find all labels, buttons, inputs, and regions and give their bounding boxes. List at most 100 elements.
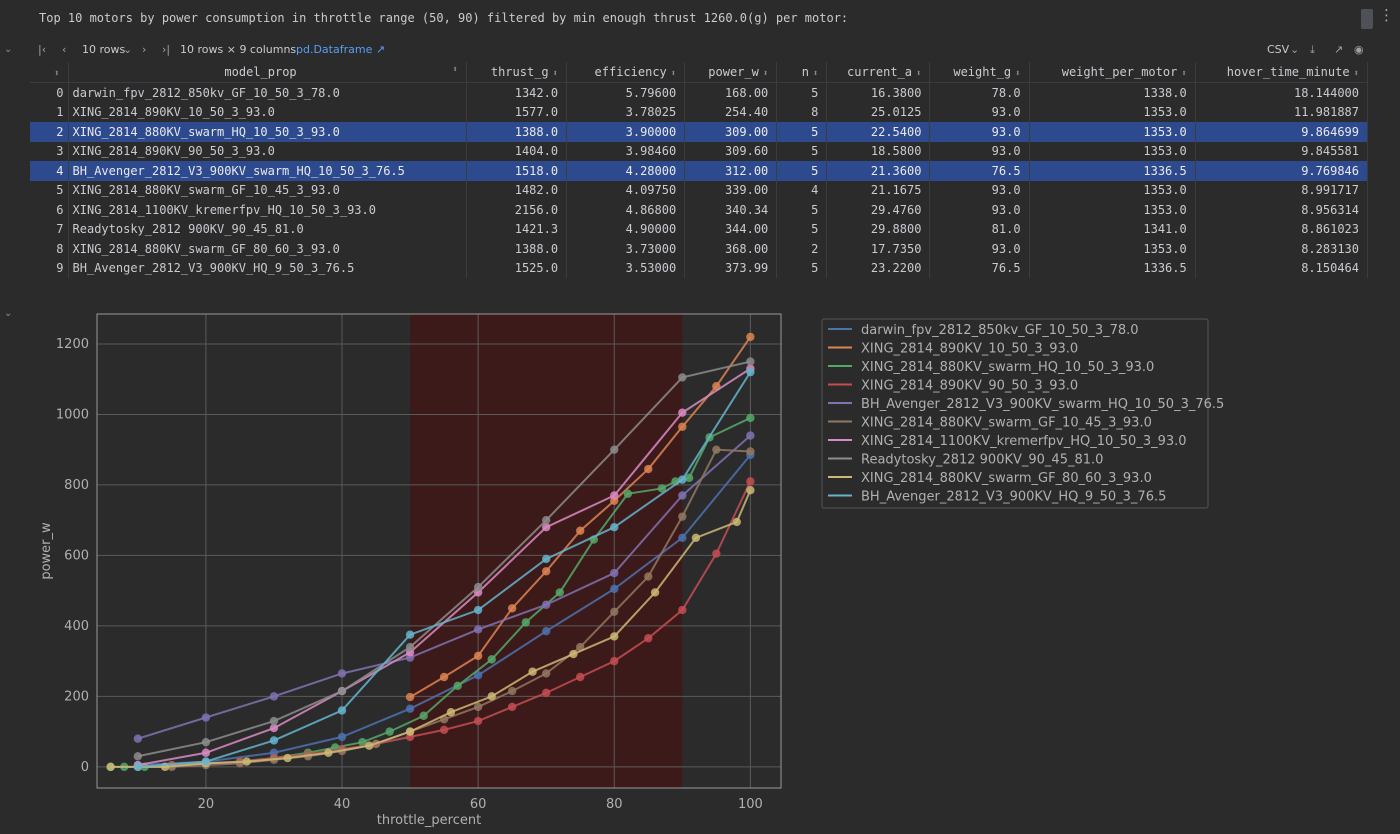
table-cell[interactable]: BH_Avenger_2812_V3_900KV_HQ_9_50_3_76.5 bbox=[68, 258, 467, 278]
table-cell[interactable]: 309.60 bbox=[684, 141, 778, 161]
table-cell[interactable]: 25.0125 bbox=[826, 102, 931, 122]
table-cell[interactable]: BH_Avenger_2812_V3_900KV_swarm_HQ_10_50_… bbox=[68, 161, 467, 181]
rows-select-chevron-icon[interactable]: ⌄ bbox=[123, 43, 133, 56]
row-index[interactable]: 8 bbox=[30, 239, 69, 259]
last-page-icon[interactable]: ›| bbox=[162, 43, 171, 56]
table-cell[interactable]: 5 bbox=[776, 161, 828, 181]
table-cell[interactable]: 93.0 bbox=[929, 200, 1030, 220]
table-row[interactable]: 3 XING_2814_890KV_90_50_3_93.0 1404.0 3.984… bbox=[30, 141, 1369, 161]
sort-icon[interactable]: ⬍ bbox=[552, 69, 559, 79]
table-cell[interactable]: 21.3600 bbox=[826, 161, 931, 181]
table-cell[interactable]: 8.150464 bbox=[1195, 258, 1369, 278]
sort-icon[interactable]: ⬍ bbox=[54, 69, 60, 79]
column-header-weight_g[interactable]: weight_g ⬍ bbox=[929, 62, 1030, 83]
export-format-select[interactable]: CSV bbox=[1267, 43, 1290, 56]
table-cell[interactable]: 9.864699 bbox=[1195, 122, 1369, 142]
column-header-hover_time_minute[interactable]: hover_time_minute ⬍ bbox=[1195, 62, 1369, 83]
table-cell[interactable]: XING_2814_890KV_10_50_3_93.0 bbox=[68, 102, 467, 122]
table-cell[interactable]: 1341.0 bbox=[1029, 219, 1196, 239]
sort-icon[interactable]: ⬍ bbox=[670, 69, 677, 79]
table-row[interactable]: 9 BH_Avenger_2812_V3_900KV_HQ_9_50_3_76.5… bbox=[30, 258, 1369, 278]
table-cell[interactable]: 23.2200 bbox=[826, 258, 931, 278]
table-cell[interactable]: 3.98460 bbox=[566, 141, 686, 161]
table-cell[interactable]: 18.144000 bbox=[1195, 82, 1369, 103]
column-header-model_prop[interactable]: model_prop ⬍ bbox=[68, 62, 467, 83]
table-cell[interactable]: 5.79600 bbox=[566, 82, 686, 103]
table-row[interactable]: 2 XING_2814_880KV_swarm_HQ_10_50_3_93.0 13… bbox=[30, 122, 1369, 142]
table-cell[interactable]: 344.00 bbox=[684, 219, 778, 239]
first-page-icon[interactable]: |‹ bbox=[38, 43, 47, 56]
column-header-thrust_g[interactable]: thrust_g ⬍ bbox=[466, 62, 568, 83]
table-cell[interactable]: 11.981887 bbox=[1195, 102, 1369, 122]
table-cell[interactable]: XING_2814_880KV_swarm_GF_10_45_3_93.0 bbox=[68, 180, 467, 200]
table-cell[interactable]: 1342.0 bbox=[466, 82, 568, 103]
row-index[interactable]: 0 bbox=[30, 82, 69, 103]
table-cell[interactable]: 1353.0 bbox=[1029, 200, 1196, 220]
table-cell[interactable]: 5 bbox=[776, 219, 828, 239]
table-cell[interactable]: 3.53000 bbox=[566, 258, 686, 278]
table-cell[interactable]: 5 bbox=[776, 82, 828, 103]
table-cell[interactable]: 93.0 bbox=[929, 239, 1030, 259]
sort-icon[interactable]: ⬍ bbox=[812, 69, 819, 79]
table-cell[interactable]: 16.3800 bbox=[826, 82, 931, 103]
table-row[interactable]: 7 Readytosky_2812 900KV_90_45_81.0 1421.3 4… bbox=[30, 219, 1369, 239]
table-cell[interactable]: 93.0 bbox=[929, 141, 1030, 161]
table-cell[interactable]: 3.73000 bbox=[566, 239, 686, 259]
table-cell[interactable]: 1421.3 bbox=[466, 219, 568, 239]
table-cell[interactable]: 4 bbox=[776, 180, 828, 200]
table-row[interactable]: 4 BH_Avenger_2812_V3_900KV_swarm_HQ_10_50… bbox=[30, 161, 1369, 181]
table-cell[interactable]: 78.0 bbox=[929, 82, 1030, 103]
table-cell[interactable]: 1525.0 bbox=[466, 258, 568, 278]
column-header-n[interactable]: n ⬍ bbox=[776, 62, 828, 83]
table-cell[interactable]: 1388.0 bbox=[466, 239, 568, 259]
table-cell[interactable]: 18.5800 bbox=[826, 141, 931, 161]
row-index[interactable]: 2 bbox=[30, 122, 69, 142]
table-cell[interactable]: 21.1675 bbox=[826, 180, 931, 200]
table-cell[interactable]: 81.0 bbox=[929, 219, 1030, 239]
table-cell[interactable]: 168.00 bbox=[684, 82, 778, 103]
table-cell[interactable]: 8.861023 bbox=[1195, 219, 1369, 239]
table-cell[interactable]: 17.7350 bbox=[826, 239, 931, 259]
open-external-icon[interactable]: ↗ bbox=[1334, 43, 1344, 56]
table-cell[interactable]: XING_2814_890KV_90_50_3_93.0 bbox=[68, 141, 467, 161]
table-cell[interactable]: 4.28000 bbox=[566, 161, 686, 181]
table-cell[interactable]: 93.0 bbox=[929, 102, 1030, 122]
table-cell[interactable]: 5 bbox=[776, 141, 828, 161]
table-cell[interactable]: 1353.0 bbox=[1029, 102, 1196, 122]
table-cell[interactable]: 1404.0 bbox=[466, 141, 568, 161]
column-header-efficiency[interactable]: efficiency ⬍ bbox=[566, 62, 686, 83]
table-cell[interactable]: 254.40 bbox=[684, 102, 778, 122]
sort-icon[interactable]: ⬍ bbox=[762, 69, 769, 79]
table-row[interactable]: 6 XING_2814_1100KV_kremerfpv_HQ_10_50_3_9… bbox=[30, 200, 1369, 220]
table-cell[interactable]: 312.00 bbox=[684, 161, 778, 181]
table-cell[interactable]: 2156.0 bbox=[466, 200, 568, 220]
column-header-weight_per_motor[interactable]: weight_per_motor ⬍ bbox=[1029, 62, 1196, 83]
row-index[interactable]: 4 bbox=[30, 161, 69, 181]
row-index[interactable]: 9 bbox=[30, 258, 69, 278]
table-cell[interactable]: XING_2814_1100KV_kremerfpv_HQ_10_50_3_93… bbox=[68, 200, 467, 220]
table-cell[interactable]: 1518.0 bbox=[466, 161, 568, 181]
table-cell[interactable]: 4.09750 bbox=[566, 180, 686, 200]
table-cell[interactable]: Readytosky_2812 900KV_90_45_81.0 bbox=[68, 219, 467, 239]
table-cell[interactable]: darwin_fpv_2812_850kv_GF_10_50_3_78.0 bbox=[68, 82, 467, 103]
collapse-chart-chevron-icon[interactable]: ⌄ bbox=[4, 308, 13, 319]
table-cell[interactable]: 3.78025 bbox=[566, 102, 686, 122]
export-chevron-icon[interactable]: ⌄ bbox=[1290, 43, 1300, 56]
table-cell[interactable]: 1353.0 bbox=[1029, 239, 1196, 259]
table-cell[interactable]: 22.5400 bbox=[826, 122, 931, 142]
table-cell[interactable]: 93.0 bbox=[929, 180, 1030, 200]
table-cell[interactable]: 1353.0 bbox=[1029, 180, 1196, 200]
table-cell[interactable]: 5 bbox=[776, 200, 828, 220]
rows-per-page-select[interactable]: 10 rows bbox=[82, 43, 126, 56]
table-cell[interactable]: 8.283130 bbox=[1195, 239, 1369, 259]
sort-icon[interactable]: ⬍ bbox=[916, 69, 922, 79]
sort-icon[interactable]: ⬍ bbox=[1181, 69, 1187, 79]
table-row[interactable]: 5 XING_2814_880KV_swarm_GF_10_45_3_93.0 14… bbox=[30, 180, 1369, 200]
table-cell[interactable]: 8.991717 bbox=[1195, 180, 1369, 200]
table-cell[interactable]: 1353.0 bbox=[1029, 141, 1196, 161]
sort-icon[interactable]: ⬍ bbox=[1015, 69, 1021, 79]
table-row[interactable]: 1 XING_2814_890KV_10_50_3_93.0 1577.0 3.780… bbox=[30, 102, 1369, 122]
table-row[interactable]: 0 darwin_fpv_2812_850kv_GF_10_50_3_78.0 13… bbox=[30, 82, 1369, 103]
table-cell[interactable]: 8.956314 bbox=[1195, 200, 1369, 220]
dataframe-link[interactable]: pd.Dataframe ↗ bbox=[296, 43, 386, 56]
